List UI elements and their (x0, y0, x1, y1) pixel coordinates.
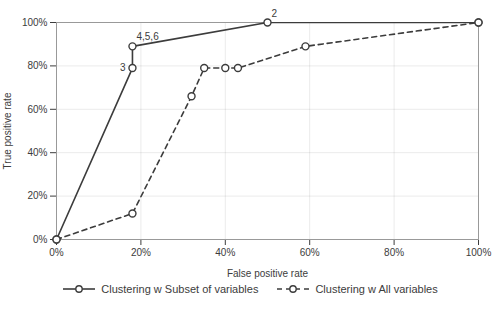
svg-text:40%: 40% (215, 247, 235, 258)
svg-text:0%: 0% (49, 247, 64, 258)
svg-text:False positive rate: False positive rate (227, 268, 309, 279)
svg-text:2: 2 (272, 8, 278, 19)
svg-text:20%: 20% (131, 247, 151, 258)
svg-text:80%: 80% (384, 247, 404, 258)
svg-text:True positive rate: True positive rate (2, 92, 13, 169)
svg-text:40%: 40% (27, 147, 47, 158)
svg-text:20%: 20% (27, 190, 47, 201)
svg-text:4,5,6: 4,5,6 (136, 31, 159, 42)
svg-text:100%: 100% (466, 247, 492, 258)
svg-text:80%: 80% (27, 60, 47, 71)
svg-text:60%: 60% (300, 247, 320, 258)
svg-text:3: 3 (120, 62, 126, 73)
svg-text:0%: 0% (33, 234, 48, 245)
svg-text:60%: 60% (27, 104, 47, 115)
svg-text:100%: 100% (22, 17, 48, 28)
html-text:Clustering w Subset of variabl: Clustering w Subset of variables (101, 283, 259, 295)
html-text:Clustering w All variables: Clustering w All variables (315, 283, 438, 295)
